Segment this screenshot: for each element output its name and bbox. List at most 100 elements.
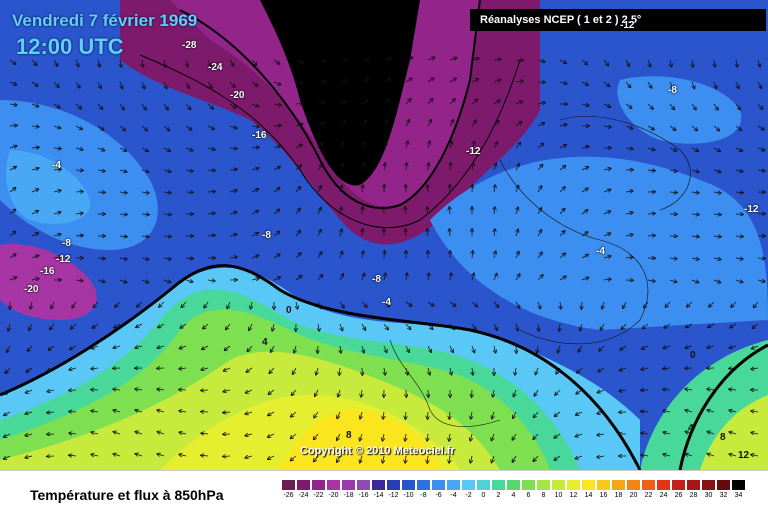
scale-swatch <box>432 480 445 490</box>
scale-label: 2 <box>492 492 505 499</box>
wind-arrow <box>428 163 429 170</box>
scale-swatch <box>387 480 400 490</box>
isotherm-label: 8 <box>346 430 352 441</box>
scale-swatch <box>327 480 340 490</box>
scale-swatch <box>417 480 430 490</box>
wind-arrow <box>120 214 127 215</box>
scale-label: 20 <box>627 492 640 499</box>
scale-label: 32 <box>717 492 730 499</box>
scale-label: -24 <box>297 492 310 499</box>
scale-swatch <box>312 480 325 490</box>
isotherm-label: -16 <box>40 266 54 277</box>
scale-swatch <box>627 480 640 490</box>
scale-label: 26 <box>672 492 685 499</box>
scale-label: 10 <box>552 492 565 499</box>
isotherm-label: 0 <box>286 305 292 316</box>
scale-label: 18 <box>612 492 625 499</box>
scale-swatch <box>462 480 475 490</box>
scale-label: -16 <box>357 492 370 499</box>
scale-swatch <box>717 480 730 490</box>
scale-label: 16 <box>597 492 610 499</box>
wind-arrow <box>736 236 743 237</box>
isotherm-label: -12 <box>744 204 758 215</box>
scale-label: 34 <box>732 492 745 499</box>
scale-label: -14 <box>372 492 385 499</box>
wind-arrow <box>76 192 83 193</box>
isotherm-label: 12 <box>738 450 749 461</box>
scale-label: 0 <box>477 492 490 499</box>
scale-label: 6 <box>522 492 535 499</box>
isotherm-label: -4 <box>52 160 61 171</box>
wind-arrow <box>428 185 429 192</box>
scale-label: -26 <box>282 492 295 499</box>
isotherm-label: -8 <box>668 85 677 96</box>
legend-bar: Température et flux à 850hPa -26-24 -2 2 -2… <box>0 470 768 513</box>
isotherm-label: -20 <box>230 90 244 101</box>
isotherm-label: -12 <box>466 146 480 157</box>
wind-arrow <box>758 258 765 259</box>
scale-swatch <box>687 480 700 490</box>
scale-label: 14 <box>582 492 595 499</box>
data-source-label: Réanalyses NCEP ( 1 et 2 ) 2.5° <box>470 9 766 31</box>
scale-swatch <box>372 480 385 490</box>
isotherm-label: -20 <box>24 284 38 295</box>
scale-swatch <box>672 480 685 490</box>
scale-swatch <box>552 480 565 490</box>
chart-date: Vendredi 7 février 1969 <box>12 11 197 31</box>
scale-label: -6 <box>432 492 445 499</box>
isotherm-label: 4 <box>688 423 694 434</box>
wind-arrow <box>384 251 385 258</box>
scale-swatch <box>612 480 625 490</box>
wind-arrow <box>729 368 736 369</box>
isotherm-label: -24 <box>208 62 222 73</box>
chart-time: 12:00 UTC <box>16 34 124 60</box>
scale-swatch <box>657 480 670 490</box>
wind-arrow <box>164 214 171 215</box>
wind-arrow <box>69 412 76 413</box>
isotherm-label: -4 <box>596 246 605 257</box>
scale-swatch <box>357 480 370 490</box>
scale-swatch <box>447 480 460 490</box>
wind-arrow <box>208 192 215 193</box>
scale-swatch <box>522 480 535 490</box>
isotherm-label: -12 <box>56 254 70 265</box>
wind-arrow <box>428 412 429 419</box>
scale-swatch <box>297 480 310 490</box>
map-canvas <box>0 0 768 470</box>
scale-swatch <box>642 480 655 490</box>
isotherm-label: -8 <box>372 274 381 285</box>
isotherm-label: 0 <box>690 350 696 361</box>
scale-label: -8 <box>417 492 430 499</box>
scale-label: -12 <box>387 492 400 499</box>
scale-label: -10 <box>402 492 415 499</box>
scale-swatch <box>597 480 610 490</box>
wind-arrow <box>450 229 451 236</box>
scale-label: -20 <box>327 492 340 499</box>
isotherm-label: -4 <box>382 297 391 308</box>
chart-caption: Température et flux à 850hPa <box>30 487 223 503</box>
scale-label: 22 <box>642 492 655 499</box>
wind-arrow <box>648 236 655 237</box>
wind-arrow <box>223 456 230 457</box>
scale-label: 4 <box>507 492 520 499</box>
isotherm-label: -8 <box>262 230 271 241</box>
scale-swatch <box>402 480 415 490</box>
wind-arrow <box>201 390 208 391</box>
scale-swatch <box>492 480 505 490</box>
isotherm-label: -28 <box>182 40 196 51</box>
scale-swatch <box>702 480 715 490</box>
scale-label: -2 <box>462 492 475 499</box>
scale-label: 30 <box>702 492 715 499</box>
isotherm-label: -8 <box>62 238 71 249</box>
wind-arrow <box>76 170 83 171</box>
scale-label: 28 <box>687 492 700 499</box>
scale-swatch <box>732 480 745 490</box>
scale-label: -18 <box>342 492 355 499</box>
scale-label: 8 <box>537 492 550 499</box>
isotherm-label: 4 <box>262 337 268 348</box>
isotherm-label: -16 <box>252 130 266 141</box>
scale-label: -4 <box>447 492 460 499</box>
isotherm-label: -12 <box>620 20 634 31</box>
